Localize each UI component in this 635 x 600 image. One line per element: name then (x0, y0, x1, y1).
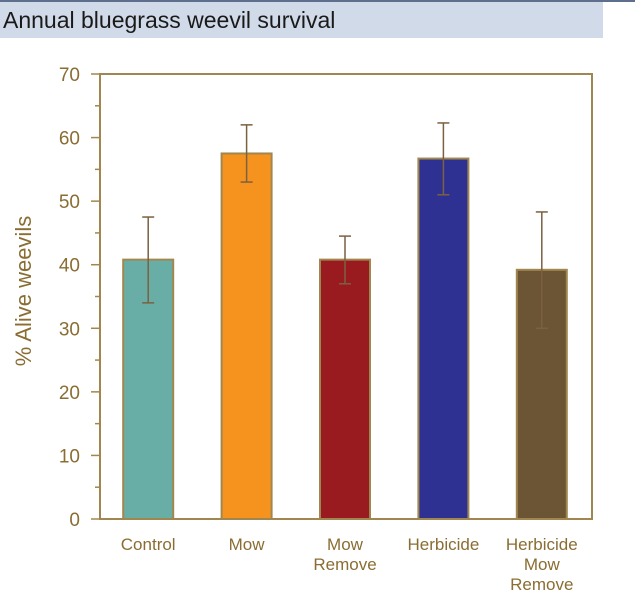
bar (417, 157, 470, 521)
bar (319, 258, 371, 520)
y-tick-label: 10 (59, 446, 80, 467)
x-tick-label: Herbicide (506, 535, 578, 554)
x-tick-label: Mow (229, 535, 266, 554)
y-tick-label: 70 (59, 65, 80, 86)
y-tick-label: 20 (59, 383, 80, 404)
y-tick-label: 0 (69, 510, 80, 531)
error-bars (142, 122, 548, 330)
y-tick-label: 30 (59, 319, 80, 340)
y-tick-label: 40 (59, 256, 80, 277)
title-bar: Annual bluegrass weevil survival (0, 0, 603, 38)
x-tick-label: Mow (327, 535, 364, 554)
y-tick-label: 50 (59, 192, 80, 213)
title-rule (603, 0, 635, 2)
x-tick-label: Control (121, 535, 176, 554)
y-tick-label: 60 (59, 129, 80, 150)
x-tick-label: Herbicide (407, 535, 479, 554)
x-tick-label: Mow (524, 555, 561, 574)
y-axis-ticks: 0 10 20 30 40 50 60 70 (59, 65, 100, 531)
chart-title: Annual bluegrass weevil survival (3, 7, 336, 33)
bar (220, 152, 273, 520)
x-tick-label: Remove (313, 555, 376, 574)
y-axis-label: % Alive weevils (11, 216, 36, 366)
x-tick-label: Remove (510, 575, 573, 594)
bars (122, 152, 568, 521)
